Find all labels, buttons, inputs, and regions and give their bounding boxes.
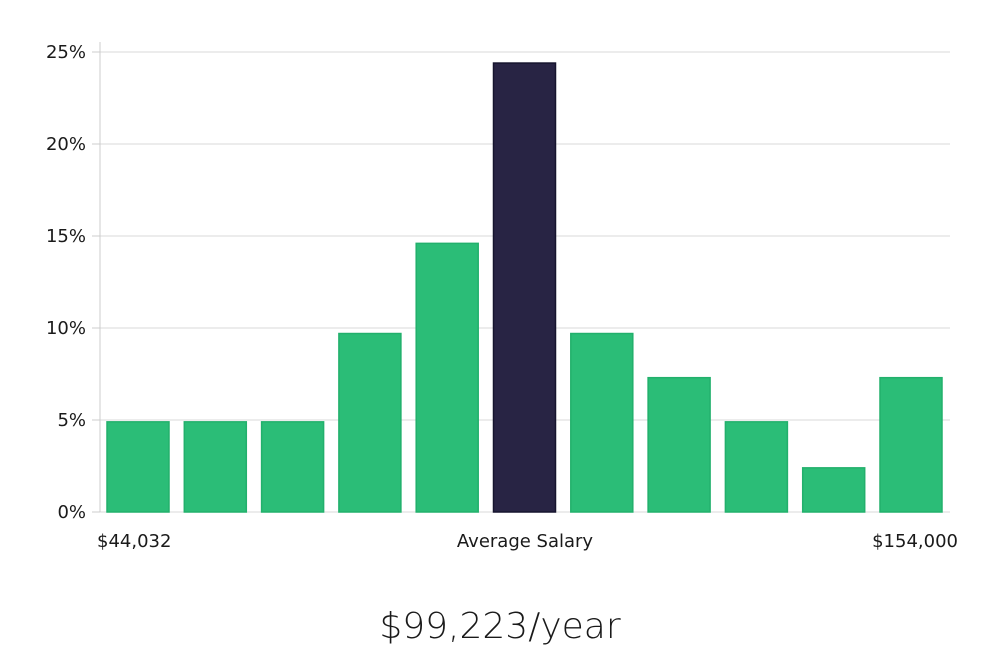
y-tick-label: 10% <box>46 318 86 339</box>
histogram-bar-average <box>492 62 557 513</box>
average-salary-value: $99,223/year <box>379 606 621 647</box>
x-label-max-salary: $154,000 <box>872 531 958 552</box>
histogram-bar <box>260 421 325 513</box>
y-tick-label: 15% <box>46 226 86 247</box>
histogram-bar <box>570 332 634 513</box>
histogram-bar <box>338 332 402 513</box>
y-tick-label: 0% <box>57 502 86 523</box>
x-label-min-salary: $44,032 <box>97 531 171 552</box>
salary-histogram-chart: 0%5%10%15%20%25% $44,032 Average Salary … <box>46 42 958 552</box>
histogram-bar <box>879 376 943 513</box>
histogram-bar <box>106 421 170 513</box>
histogram-bar <box>415 242 479 513</box>
y-tick-label: 5% <box>57 410 86 431</box>
y-tick-label: 20% <box>46 134 86 155</box>
histogram-bar <box>183 421 248 513</box>
y-axis-tick-labels: 0% 5% 10% 15% 20% 25% <box>46 42 100 523</box>
histogram-bar <box>801 467 866 513</box>
x-label-average-salary: Average Salary <box>457 531 594 552</box>
y-tick-label: 25% <box>46 42 86 63</box>
histogram-bar <box>724 421 789 513</box>
histogram-bars <box>106 62 943 513</box>
histogram-bar <box>647 376 711 513</box>
